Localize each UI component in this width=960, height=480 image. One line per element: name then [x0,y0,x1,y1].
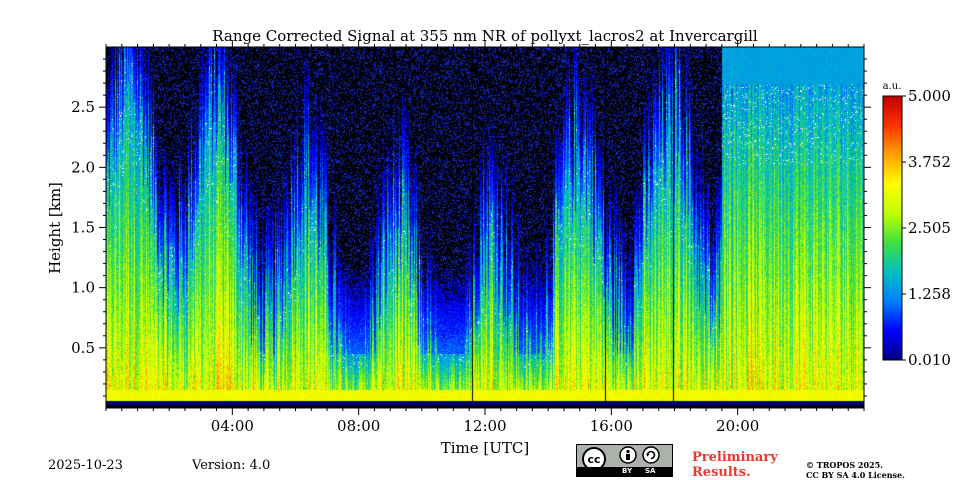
copyright: © TROPOS 2025. CC BY SA 4.0 License. [806,460,905,480]
preliminary-results: Preliminary Results. [692,450,778,480]
colorbar: 0.010 1.258 2.505 3.752 5.000 [882,87,951,369]
x-tick-label-1: 08:00 [337,417,380,435]
y-tick-label-4: 2.5 [71,98,95,116]
copyright-line2: CC BY SA 4.0 License. [806,470,905,480]
x-axis: 04:00 08:00 12:00 16:00 20:00 [105,40,865,435]
footer-date: 2025-10-23 [48,458,123,473]
colorbar-tick-label-1: 1.258 [908,285,951,303]
y-axis: 0.5 1.0 1.5 2.0 2.5 [71,58,871,397]
y-axis-label: Height [km] [46,182,64,274]
colorbar-unit: a.u. [883,81,902,92]
y-tick-label-0: 0.5 [71,339,95,357]
by-label: BY [622,467,633,475]
preliminary-line1: Preliminary [692,450,778,465]
x-axis-label: Time [UTC] [441,439,530,457]
y-tick-label-2: 1.5 [71,219,95,237]
cc-license-badge[interactable]: cc BY SA [576,444,673,477]
x-tick-label-2: 12:00 [463,417,506,435]
copyright-line1: © TROPOS 2025. [806,460,883,470]
colorbar-tick-label-2: 2.505 [908,219,951,237]
cc-icons: cc [582,446,660,471]
preliminary-line2: Results. [692,465,751,480]
sa-label: SA [645,467,656,475]
chart-title: Range Corrected Signal at 355 nm NR of p… [212,27,758,45]
heatmap-area [106,47,864,408]
x-tick-label-4: 20:00 [716,417,759,435]
sa-share-icon [642,446,660,464]
x-tick-label-3: 16:00 [590,417,633,435]
y-tick-label-3: 2.0 [71,158,95,176]
x-tick-label-0: 04:00 [211,417,254,435]
y-tick-label-1: 1.0 [71,279,95,297]
cc-icon-label: cc [587,453,600,466]
colorbar-tick-label-0: 0.010 [908,351,951,369]
heatmap-canvas [106,47,864,408]
colorbar-tick-label-3: 3.752 [908,153,951,171]
colorbar-tick-label-4: 5.000 [908,87,951,105]
colorbar-gradient [882,95,903,361]
footer-version: Version: 4.0 [192,458,271,473]
